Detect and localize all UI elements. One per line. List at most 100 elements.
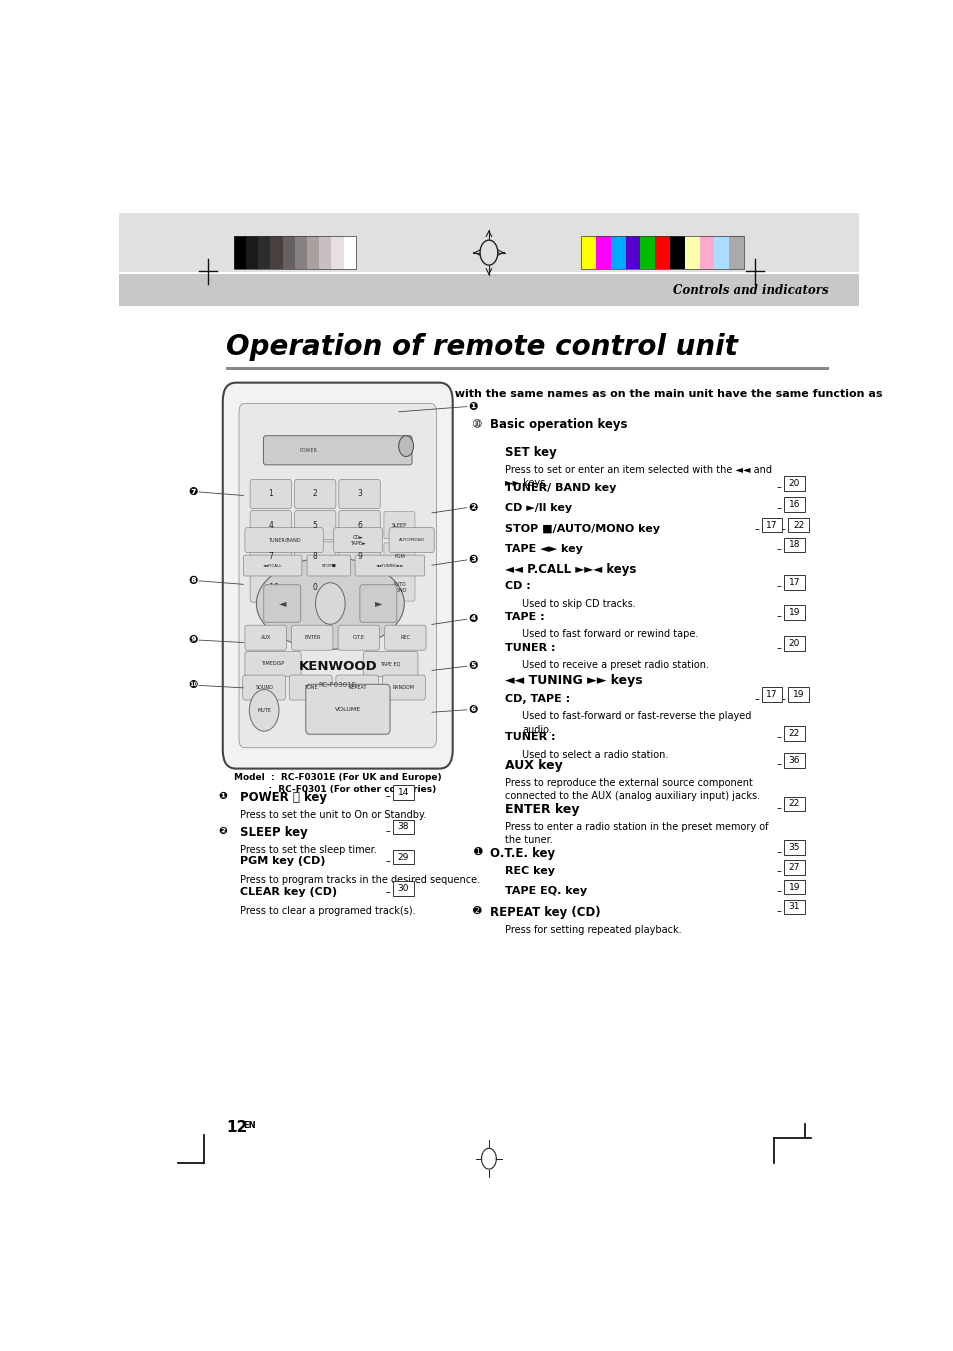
FancyBboxPatch shape — [783, 636, 803, 651]
FancyBboxPatch shape — [783, 900, 803, 915]
Text: ➉: ➉ — [473, 419, 481, 430]
FancyBboxPatch shape — [393, 881, 413, 896]
Text: 22: 22 — [792, 520, 803, 530]
Text: EN: EN — [243, 1121, 255, 1129]
Text: –: – — [776, 759, 781, 769]
Text: –: – — [776, 732, 781, 742]
FancyBboxPatch shape — [363, 651, 417, 677]
Text: SOUND: SOUND — [255, 685, 273, 690]
Text: CD ►/ll key: CD ►/ll key — [505, 504, 572, 513]
Text: –: – — [776, 907, 781, 916]
Text: Infrared ray system: Infrared ray system — [233, 761, 322, 769]
FancyBboxPatch shape — [783, 605, 803, 620]
Text: POWER ⏻ key: POWER ⏻ key — [239, 792, 327, 804]
Text: 0: 0 — [313, 584, 317, 592]
FancyBboxPatch shape — [242, 676, 285, 700]
Text: Used to fast-forward or fast-reverse the played
audio.: Used to fast-forward or fast-reverse the… — [521, 712, 751, 735]
Text: ❷: ❷ — [218, 825, 227, 836]
Text: ➋: ➋ — [473, 907, 481, 916]
Text: 20: 20 — [788, 480, 800, 488]
Bar — [625, 236, 639, 269]
Text: 5: 5 — [313, 520, 317, 530]
Text: STOP■: STOP■ — [321, 563, 335, 567]
Text: ►: ► — [375, 598, 382, 608]
Text: Used to select a radio station.: Used to select a radio station. — [521, 750, 668, 759]
Text: –: – — [776, 612, 781, 621]
Bar — [596, 236, 610, 269]
FancyBboxPatch shape — [294, 511, 335, 540]
Text: TAPE ◄► key: TAPE ◄► key — [505, 544, 582, 554]
Text: ❾: ❾ — [189, 635, 197, 644]
FancyBboxPatch shape — [334, 528, 382, 553]
Circle shape — [249, 689, 278, 731]
FancyBboxPatch shape — [783, 880, 803, 894]
Text: Used to receive a preset radio station.: Used to receive a preset radio station. — [521, 661, 708, 670]
Text: CD►
TAPE►: CD► TAPE► — [350, 535, 366, 546]
Text: –: – — [776, 866, 781, 877]
Text: SLEEP key: SLEEP key — [239, 825, 307, 839]
Text: ◄◄TUNING►►: ◄◄TUNING►► — [375, 563, 404, 567]
Bar — [343, 236, 355, 269]
Text: –: – — [385, 792, 390, 801]
FancyBboxPatch shape — [245, 651, 301, 677]
Text: CLEAR key (CD): CLEAR key (CD) — [239, 888, 336, 897]
Text: Model  :  RC-F0301E (For UK and Europe): Model : RC-F0301E (For UK and Europe) — [233, 773, 441, 782]
Bar — [669, 236, 684, 269]
Text: 7: 7 — [268, 551, 273, 561]
Text: 4: 4 — [268, 520, 273, 530]
Text: SET key: SET key — [505, 446, 557, 459]
Text: ENTER: ENTER — [304, 635, 320, 640]
Text: +10: +10 — [262, 584, 278, 592]
FancyBboxPatch shape — [338, 573, 380, 603]
Text: ◄: ◄ — [278, 598, 286, 608]
FancyBboxPatch shape — [787, 688, 808, 703]
Text: TUNER :: TUNER : — [505, 643, 555, 653]
FancyBboxPatch shape — [250, 511, 292, 540]
Text: 17: 17 — [765, 690, 777, 700]
Text: 17: 17 — [765, 520, 777, 530]
FancyBboxPatch shape — [359, 585, 396, 623]
FancyBboxPatch shape — [760, 517, 781, 532]
Text: Press for setting repeated playback.: Press for setting repeated playback. — [505, 924, 681, 935]
Text: Press to program tracks in the desired sequence.: Press to program tracks in the desired s… — [239, 874, 479, 885]
Bar — [639, 236, 655, 269]
Text: TONE: TONE — [304, 685, 317, 690]
Text: 19: 19 — [788, 608, 800, 617]
Text: 14: 14 — [397, 788, 409, 797]
Text: REC key: REC key — [505, 866, 555, 877]
FancyBboxPatch shape — [338, 542, 380, 571]
Circle shape — [398, 436, 413, 457]
Text: Press to enter a radio station in the preset memory of
the tuner.: Press to enter a radio station in the pr… — [505, 821, 768, 844]
FancyBboxPatch shape — [337, 626, 379, 650]
FancyBboxPatch shape — [294, 573, 335, 603]
Bar — [331, 236, 343, 269]
Bar — [580, 236, 743, 269]
Text: ❶: ❶ — [468, 401, 476, 412]
Text: 27: 27 — [788, 863, 800, 871]
Text: –: – — [776, 643, 781, 653]
Bar — [294, 236, 307, 269]
FancyBboxPatch shape — [393, 820, 413, 834]
Text: TIMEDISP: TIMEDISP — [261, 662, 284, 666]
FancyBboxPatch shape — [760, 688, 781, 703]
Text: –: – — [776, 847, 781, 857]
FancyBboxPatch shape — [222, 382, 453, 769]
Text: SLEEP: SLEEP — [392, 523, 407, 528]
Text: Operation of remote control unit: Operation of remote control unit — [226, 332, 738, 361]
FancyBboxPatch shape — [292, 626, 333, 650]
Text: PGM: PGM — [394, 554, 404, 559]
Text: ◄◄ TUNING ►► keys: ◄◄ TUNING ►► keys — [505, 674, 642, 686]
Bar — [119, 213, 858, 273]
Text: 17: 17 — [788, 578, 800, 586]
Text: Controls and indicators: Controls and indicators — [673, 284, 828, 297]
FancyBboxPatch shape — [245, 528, 323, 553]
FancyBboxPatch shape — [239, 404, 436, 748]
FancyBboxPatch shape — [245, 626, 286, 650]
Text: 22: 22 — [788, 728, 799, 738]
Text: AUTO/MONO: AUTO/MONO — [398, 538, 425, 542]
Text: REPEAT: REPEAT — [348, 685, 366, 690]
Text: 19: 19 — [788, 882, 800, 892]
Text: 12: 12 — [226, 1120, 248, 1135]
FancyBboxPatch shape — [338, 511, 380, 540]
Bar — [610, 236, 625, 269]
